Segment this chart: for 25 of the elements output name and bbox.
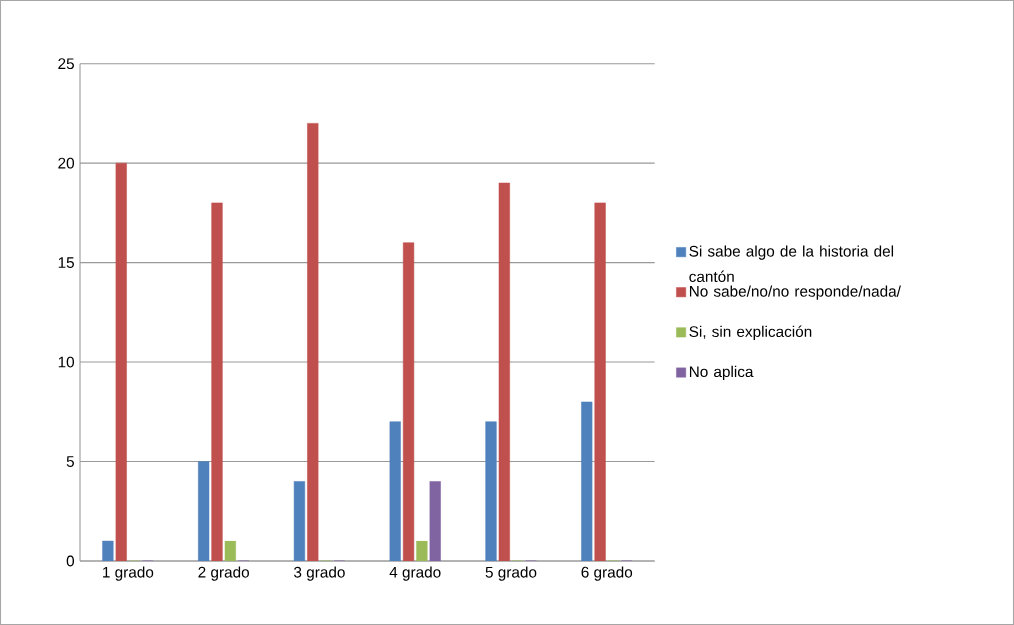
bar: [485, 421, 497, 561]
x-tick-label: 3 grado: [294, 566, 345, 581]
bar: [293, 481, 306, 561]
legend-label: Si sabe algo de la historia del cantón: [689, 245, 894, 283]
x-tick-label: 6 grado: [581, 566, 633, 581]
x-tick-label: 2 grado: [198, 566, 249, 581]
bar: [429, 481, 441, 561]
legend-label: No aplica: [689, 365, 754, 381]
bar: [102, 540, 114, 561]
legend-label: Si, sin explicación: [689, 325, 812, 341]
bar: [389, 421, 401, 561]
y-tick-label: 20: [58, 157, 75, 169]
y-tick-label: 0: [66, 555, 75, 567]
y-tick-label: 5: [66, 456, 74, 467]
legend-label: No sabe/no/no responde/nada/: [689, 285, 901, 300]
x-tick-label: 1 grado: [103, 566, 154, 581]
bar: [224, 540, 236, 561]
y-tick-label: 25: [58, 58, 74, 70]
bar: [581, 401, 593, 561]
x-tick-label: 4 grado: [389, 566, 441, 581]
bar: [416, 540, 428, 561]
x-tick-label: 5 grado: [485, 566, 537, 581]
y-tick-label: 15: [58, 257, 74, 268]
bar: [198, 461, 210, 561]
y-tick-label: 10: [58, 356, 75, 368]
